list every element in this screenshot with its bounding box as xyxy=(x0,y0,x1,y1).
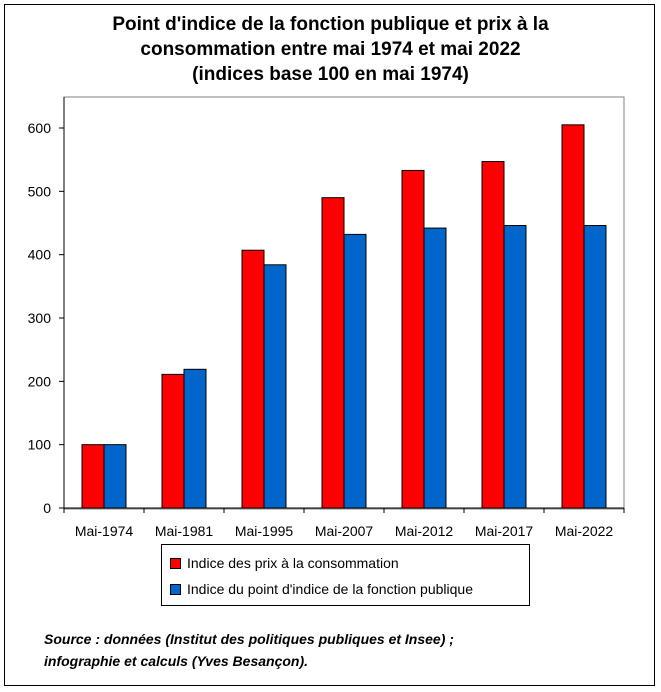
y-tick-label: 100 xyxy=(28,437,52,453)
legend-item-prix: Indice des prix à la consommation xyxy=(170,553,399,573)
bar-prix-consommation xyxy=(81,444,105,509)
x-tick-label: Mai-1995 xyxy=(235,523,294,539)
bar-prix-consommation xyxy=(481,161,505,509)
bar-point-indice xyxy=(423,227,447,509)
bar-point-indice xyxy=(583,225,607,509)
x-tick-label: Mai-1981 xyxy=(155,523,214,539)
chart-title-line-1: Point d'indice de la fonction publique e… xyxy=(112,14,549,35)
legend-item-point-indice: Indice du point d'indice de la fonction … xyxy=(170,579,473,599)
source-note: Source : données (Institut des politique… xyxy=(44,628,644,672)
legend: Indice des prix à la consommation Indice… xyxy=(161,544,530,606)
x-tick-label: Mai-2017 xyxy=(475,523,534,539)
bar-point-indice xyxy=(503,225,527,509)
y-tick-label: 500 xyxy=(28,183,52,199)
bar-prix-consommation xyxy=(321,197,345,509)
bar-prix-consommation xyxy=(561,124,585,509)
y-axis: 0 100 200 300 400 500 600 xyxy=(28,97,65,516)
legend-swatch-prix xyxy=(170,557,181,569)
bars xyxy=(81,124,607,509)
y-tick-label: 600 xyxy=(28,120,52,136)
x-tick-label: Mai-2007 xyxy=(315,523,374,539)
legend-label-point-indice: Indice du point d'indice de la fonction … xyxy=(187,581,473,597)
y-tick-label: 300 xyxy=(28,310,52,326)
chart-title: Point d'indice de la fonction publique e… xyxy=(0,12,661,87)
x-tick-label: Mai-2022 xyxy=(555,523,614,539)
y-tick-label: 0 xyxy=(43,500,51,516)
legend-label-prix: Indice des prix à la consommation xyxy=(187,555,399,571)
bar-prix-consommation xyxy=(401,169,425,509)
bar-point-indice xyxy=(183,368,207,509)
bar-prix-consommation xyxy=(241,249,265,509)
legend-swatch-point-indice xyxy=(170,583,181,595)
source-line-1: Source : données (Institut des politique… xyxy=(44,631,454,647)
bar-point-indice xyxy=(343,233,367,509)
bar-point-indice xyxy=(263,264,287,509)
x-tick-label: Mai-2012 xyxy=(395,523,454,539)
bar-prix-consommation xyxy=(161,373,185,509)
chart-title-line-3: (indices base 100 en mai 1974) xyxy=(192,64,469,85)
chart-title-line-2: consommation entre mai 1974 et mai 2022 xyxy=(140,39,521,60)
y-tick-label: 400 xyxy=(28,247,52,263)
bar-point-indice xyxy=(103,444,127,509)
source-line-2: infographie et calculs (Yves Besançon). xyxy=(44,653,309,669)
x-tick-label: Mai-1974 xyxy=(75,523,134,539)
x-axis: Mai-1974 Mai-1981 Mai-1995 Mai-2007 Mai-2012… xyxy=(63,507,625,539)
y-tick-label: 200 xyxy=(28,373,52,389)
